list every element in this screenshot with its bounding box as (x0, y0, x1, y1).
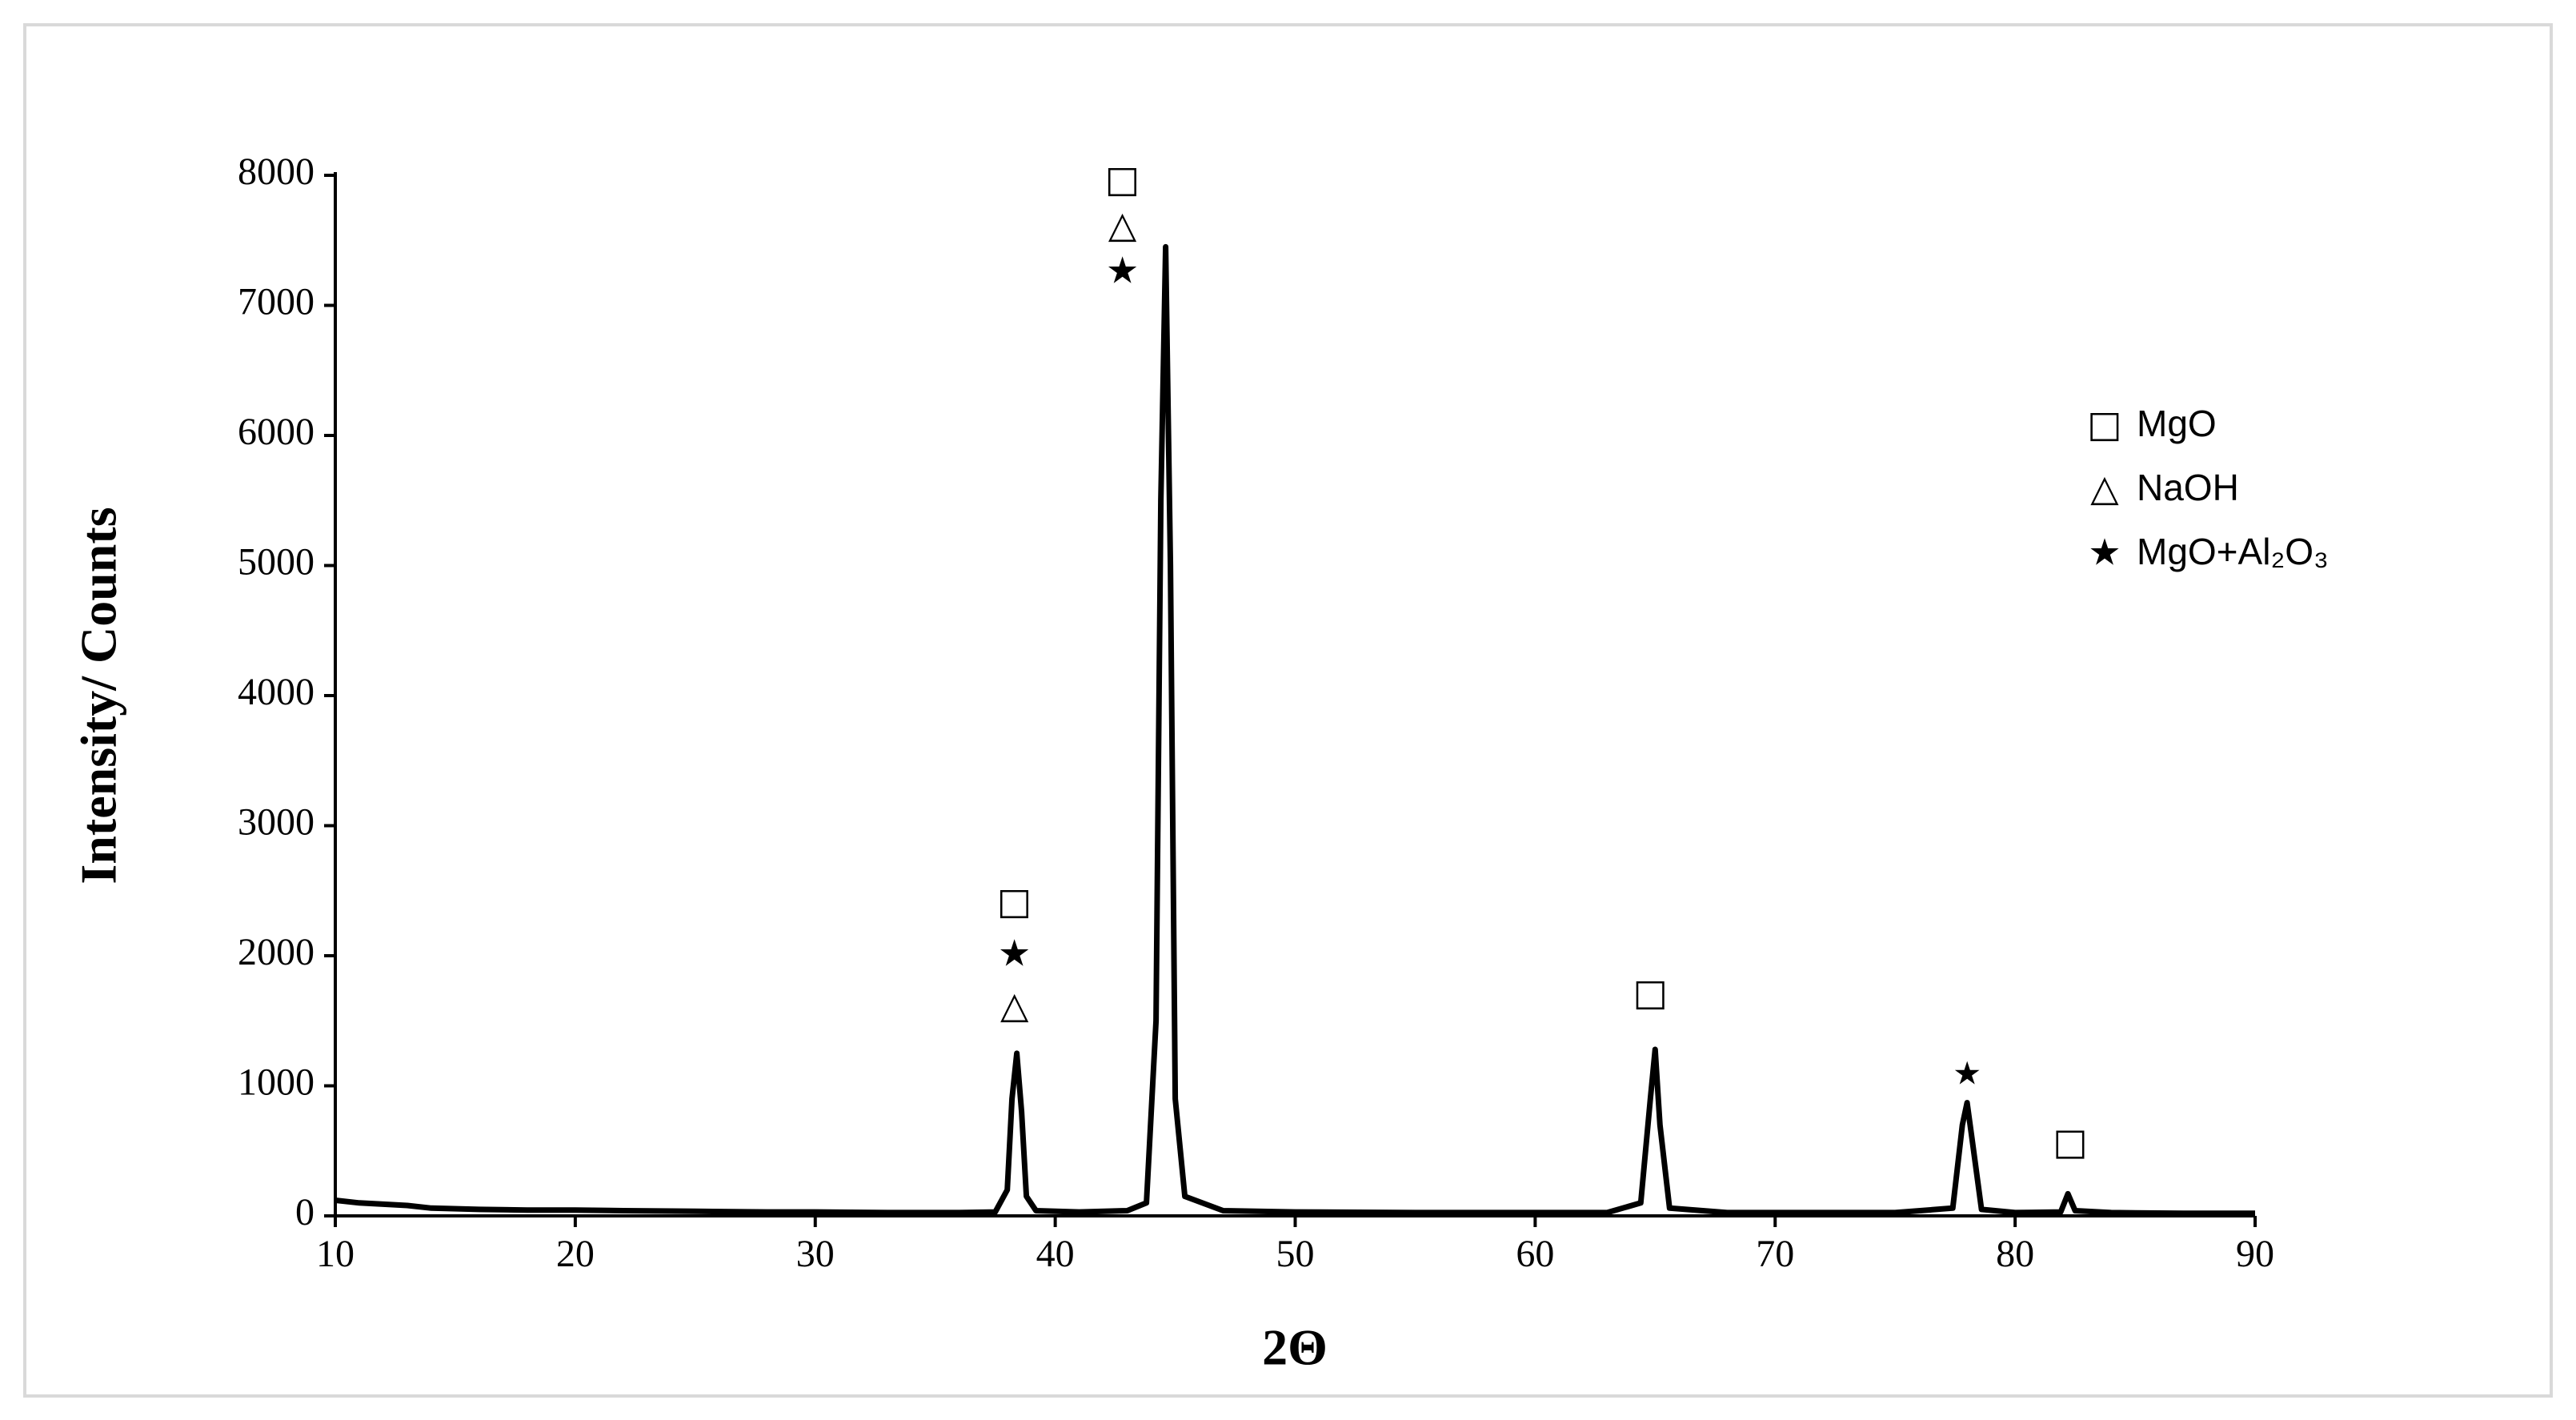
y-tick-label: 6000 (238, 411, 314, 453)
legend-label: MgO+Al₂O₃ (2137, 531, 2329, 572)
x-tick-label: 70 (1756, 1233, 1794, 1275)
x-tick-label: 90 (2236, 1233, 2274, 1275)
y-tick-label: 5000 (238, 541, 314, 584)
y-tick-label: 8000 (238, 150, 314, 193)
legend-label: NaOH (2137, 467, 2239, 508)
y-tick-label: 0 (295, 1191, 314, 1233)
legend-symbol: ★ (2088, 531, 2121, 574)
x-tick-label: 30 (796, 1233, 835, 1275)
x-tick-label: 50 (1276, 1233, 1315, 1275)
x-tick-label: 40 (1036, 1233, 1075, 1275)
peak-marker: ★ (998, 932, 1031, 975)
chart-border (23, 23, 2553, 1398)
peak-marker: △ (1000, 984, 1029, 1027)
x-axis-title: 2Θ (1262, 1319, 1328, 1376)
legend-symbol: □ (2087, 403, 2121, 446)
y-axis-title: Intensity/ Counts (70, 507, 127, 884)
peak-marker: □ (1633, 970, 1668, 1013)
data-line (335, 243, 2255, 1217)
peak-marker: ★ (1953, 1056, 1981, 1093)
peak-marker: □ (2053, 1120, 2087, 1163)
peak-marker: □ (1105, 158, 1140, 201)
legend-symbol: △ (2090, 467, 2119, 510)
y-tick-label: 4000 (238, 671, 314, 713)
y-tick-label: 2000 (238, 931, 314, 973)
y-tick-label: 3000 (238, 801, 314, 844)
peak-marker: ★ (1106, 248, 1139, 291)
y-tick-label: 1000 (238, 1061, 314, 1104)
peak-marker: □ (997, 880, 1032, 923)
peak-marker: △ (1108, 203, 1137, 247)
x-tick-label: 10 (316, 1233, 355, 1275)
x-tick-label: 20 (556, 1233, 595, 1275)
x-tick-label: 60 (1516, 1233, 1554, 1275)
legend-label: MgO (2137, 403, 2217, 444)
y-tick-label: 7000 (238, 281, 314, 323)
x-tick-label: 80 (1996, 1233, 2034, 1275)
